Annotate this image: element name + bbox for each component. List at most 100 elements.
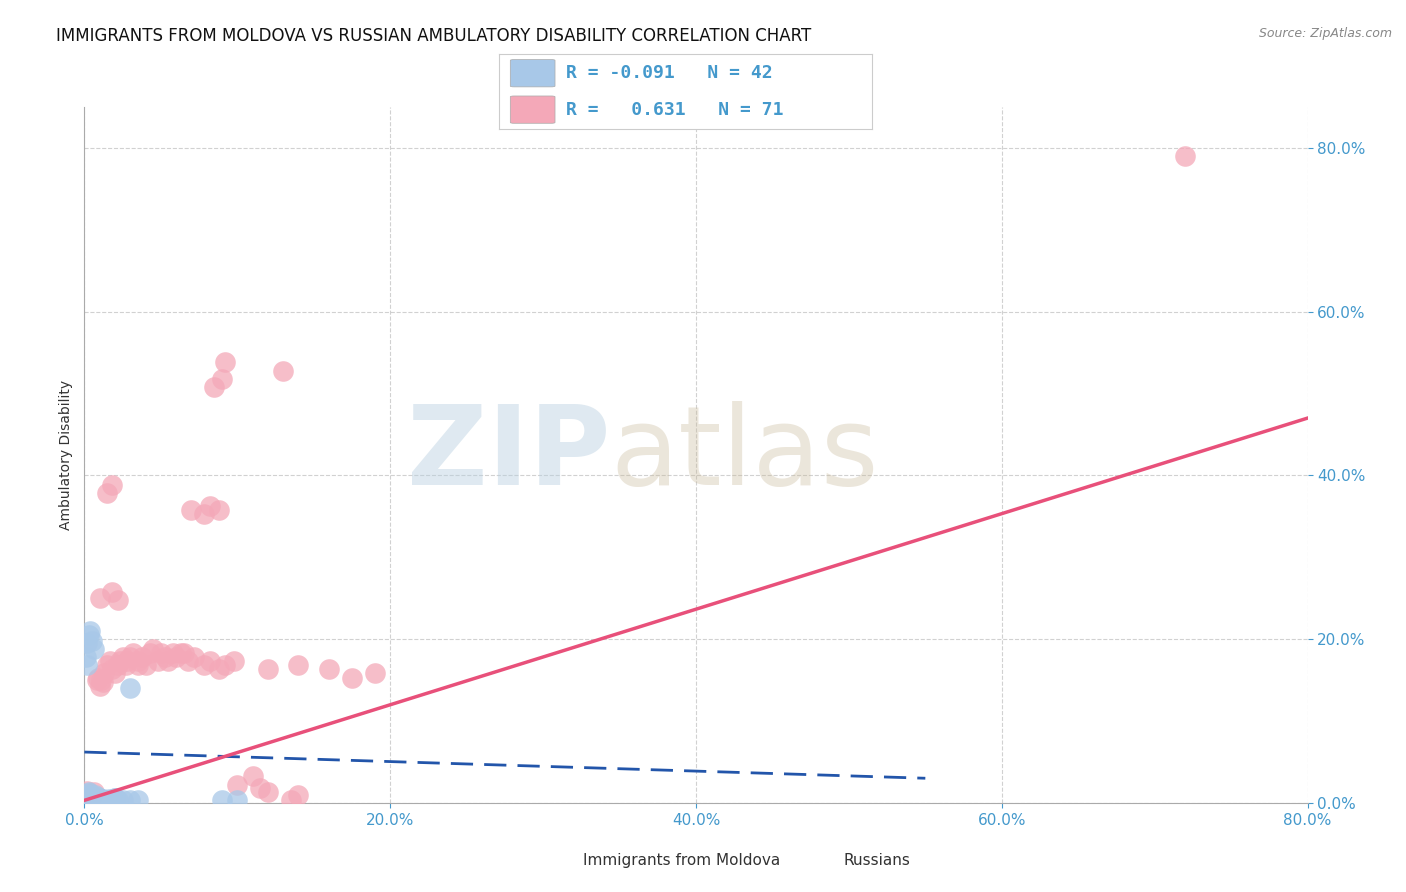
- Point: [287, 789, 309, 803]
- Point: [83, 791, 105, 805]
- Point: [94, 792, 117, 806]
- Point: [101, 584, 124, 599]
- Y-axis label: Ambulatory Disability: Ambulatory Disability: [59, 380, 73, 530]
- Point: [76, 791, 98, 805]
- Point: [139, 646, 162, 660]
- Point: [111, 793, 134, 807]
- Text: atlas: atlas: [610, 401, 879, 508]
- Point: [180, 502, 202, 516]
- Text: Immigrants from Moldova: Immigrants from Moldova: [583, 854, 780, 868]
- Point: [107, 658, 129, 673]
- Point: [242, 769, 264, 783]
- Point: [79, 793, 101, 807]
- Point: [75, 791, 97, 805]
- Point: [120, 650, 142, 665]
- Point: [79, 788, 101, 802]
- Point: [101, 662, 124, 676]
- Point: [86, 673, 108, 687]
- Text: Source: ZipAtlas.com: Source: ZipAtlas.com: [1258, 27, 1392, 40]
- Point: [198, 654, 221, 668]
- Point: [208, 502, 231, 516]
- Point: [77, 628, 100, 642]
- Point: [89, 591, 111, 606]
- Point: [340, 671, 363, 685]
- Point: [75, 792, 97, 806]
- Point: [142, 641, 165, 656]
- Point: [149, 646, 172, 660]
- Point: [90, 791, 112, 805]
- Point: [76, 658, 98, 673]
- Point: [111, 650, 134, 665]
- Point: [77, 786, 100, 800]
- Point: [107, 792, 129, 806]
- Point: [226, 778, 249, 792]
- Point: [155, 650, 177, 665]
- Point: [108, 654, 131, 668]
- Point: [76, 636, 98, 650]
- Point: [83, 641, 105, 656]
- Point: [177, 654, 200, 668]
- FancyBboxPatch shape: [510, 96, 555, 123]
- Point: [77, 789, 100, 804]
- Point: [87, 671, 110, 685]
- Point: [287, 658, 309, 673]
- Point: [127, 654, 149, 668]
- Point: [131, 650, 153, 665]
- Point: [76, 788, 98, 802]
- Text: Russians: Russians: [844, 854, 911, 868]
- Point: [96, 658, 118, 673]
- Point: [318, 662, 340, 676]
- Point: [120, 793, 142, 807]
- Point: [76, 793, 98, 807]
- Point: [202, 380, 225, 394]
- Point: [157, 654, 180, 668]
- Point: [271, 363, 294, 377]
- Point: [107, 592, 129, 607]
- Point: [87, 792, 110, 806]
- Point: [75, 793, 97, 807]
- Point: [193, 658, 215, 673]
- Point: [198, 499, 221, 513]
- Point: [80, 633, 103, 648]
- Point: [91, 791, 114, 805]
- Point: [114, 658, 136, 673]
- Point: [115, 654, 138, 668]
- Point: [364, 666, 387, 681]
- Point: [214, 355, 236, 369]
- Text: R = -0.091   N = 42: R = -0.091 N = 42: [567, 64, 773, 82]
- Point: [122, 646, 145, 660]
- Point: [77, 792, 100, 806]
- Point: [75, 650, 97, 665]
- Point: [80, 789, 103, 804]
- Point: [127, 792, 149, 806]
- Point: [224, 654, 246, 668]
- Point: [93, 666, 115, 681]
- Point: [96, 486, 118, 500]
- Point: [170, 646, 193, 660]
- Point: [1174, 149, 1197, 163]
- Point: [83, 791, 105, 805]
- Text: IMMIGRANTS FROM MOLDOVA VS RUSSIAN AMBULATORY DISABILITY CORRELATION CHART: IMMIGRANTS FROM MOLDOVA VS RUSSIAN AMBUL…: [56, 27, 811, 45]
- Point: [98, 654, 121, 668]
- Text: R =   0.631   N = 71: R = 0.631 N = 71: [567, 101, 783, 119]
- Point: [84, 792, 107, 806]
- Point: [91, 675, 114, 690]
- Point: [77, 785, 100, 799]
- Point: [101, 478, 124, 492]
- Point: [77, 792, 100, 806]
- Point: [75, 790, 97, 805]
- Point: [76, 790, 98, 805]
- Point: [162, 646, 184, 660]
- Point: [86, 791, 108, 805]
- Point: [146, 654, 169, 668]
- Point: [80, 790, 103, 805]
- Point: [211, 372, 233, 386]
- Point: [90, 673, 112, 687]
- Point: [79, 624, 101, 638]
- Point: [90, 791, 112, 805]
- Point: [83, 785, 105, 799]
- Point: [87, 790, 110, 805]
- Point: [104, 666, 127, 681]
- Point: [173, 646, 195, 660]
- Point: [208, 662, 231, 676]
